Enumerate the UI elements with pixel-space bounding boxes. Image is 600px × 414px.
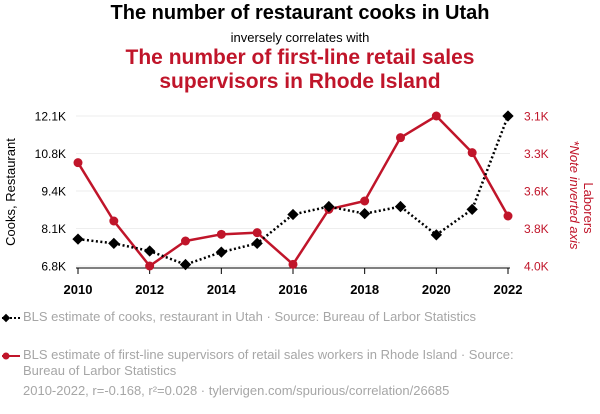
point-cooks <box>144 245 156 257</box>
point-cooks <box>466 203 478 216</box>
y-axis-right-label: Laborers <box>581 182 596 234</box>
point-cooks <box>215 246 227 258</box>
legend-marker-supervisors <box>2 352 20 360</box>
x-tick-label: 2018 <box>350 282 379 297</box>
point-supervisors <box>396 133 405 143</box>
point-supervisors <box>216 229 226 239</box>
point-supervisors <box>109 216 119 226</box>
series-cooks-line <box>77 115 510 266</box>
legend-label-supervisors: BLS estimate of first-line supervisors o… <box>23 347 514 378</box>
y-left-tick-label: 12.1K <box>35 110 66 124</box>
chart-title: The number of restaurant cooks in Utah <box>110 2 490 24</box>
point-cooks <box>359 207 371 220</box>
point-supervisors <box>467 148 477 158</box>
y-left-tick-label: 10.8K <box>35 147 66 161</box>
y-right-tick-label: 4.0K <box>524 260 549 274</box>
y-left-tick-label: 9.4K <box>41 185 66 199</box>
legend-marker-cooks <box>1 313 20 323</box>
y-axis-left: 12.1K 10.8K 9.4K 8.1K 6.8K <box>35 110 66 274</box>
gridlines <box>76 115 510 267</box>
y-left-tick-label: 6.8K <box>41 260 66 274</box>
point-cooks <box>394 200 407 213</box>
point-supervisors <box>288 259 298 269</box>
title2-line1: The number of first-line retail sales <box>125 46 475 69</box>
point-cooks <box>287 208 299 221</box>
title2-line2: supervisors in Rhode Island <box>159 70 441 93</box>
footer-stats: 2010-2022, r=-0.168, r²=0.028 · tylervig… <box>23 383 450 398</box>
x-tick-label: 2022 <box>494 282 523 297</box>
point-supervisors <box>145 261 155 271</box>
x-tick-label: 2020 <box>422 282 451 297</box>
y-left-tick-label: 8.1K <box>41 222 66 236</box>
point-cooks <box>323 200 335 213</box>
y-right-tick-label: 3.1K <box>524 110 549 124</box>
x-axis: 2010 2012 2014 2016 2018 2020 2022 <box>64 267 523 297</box>
point-cooks <box>108 237 120 250</box>
point-cooks <box>430 229 442 241</box>
x-tick-label: 2012 <box>135 282 164 297</box>
legend-label-cooks: BLS estimate of cooks, restaurant in Uta… <box>23 309 477 324</box>
series-layer <box>72 110 514 271</box>
point-cooks <box>72 233 84 245</box>
chart-subtitle: inversely correlates with <box>230 30 370 45</box>
x-tick-label: 2014 <box>207 282 237 297</box>
point-supervisors <box>503 211 513 221</box>
point-supervisors <box>252 228 262 238</box>
point-supervisors <box>431 111 441 121</box>
y-axis-left-label: Cooks, Restaurant <box>3 138 18 246</box>
point-cooks <box>251 237 263 250</box>
y-right-tick-label: 3.3K <box>524 147 549 161</box>
x-tick-label: 2016 <box>279 282 308 297</box>
y-axis-right: 3.1K 3.3K 3.6K 3.8K 4.0K <box>524 110 549 274</box>
y-axis-right-note: *Note inverted axis <box>567 140 582 250</box>
y-right-tick-label: 3.8K <box>524 222 549 236</box>
point-supervisors <box>181 236 190 246</box>
point-cooks <box>502 110 514 122</box>
y-right-tick-label: 3.6K <box>524 185 549 199</box>
point-cooks <box>179 258 192 271</box>
point-supervisors <box>73 158 83 168</box>
point-supervisors <box>360 196 370 206</box>
chart-title-secondary: The number of first-line retail sales su… <box>60 46 540 94</box>
x-tick-label: 2010 <box>64 282 93 297</box>
